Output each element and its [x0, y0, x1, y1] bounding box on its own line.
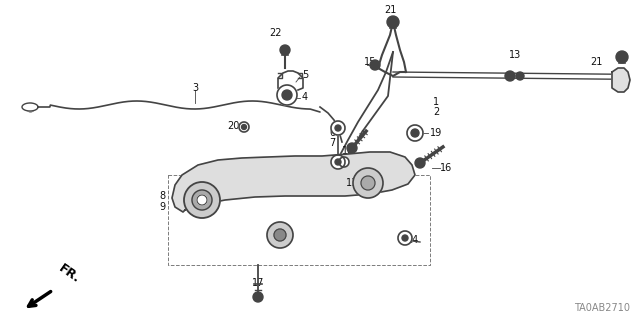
Circle shape — [331, 121, 345, 135]
Circle shape — [370, 60, 380, 70]
Text: 13: 13 — [509, 50, 521, 60]
Text: 21: 21 — [590, 57, 602, 67]
Text: 11: 11 — [346, 178, 358, 188]
Text: 16: 16 — [440, 163, 452, 173]
Circle shape — [387, 16, 399, 28]
Text: 4: 4 — [302, 92, 308, 102]
Circle shape — [402, 235, 408, 241]
Circle shape — [335, 125, 341, 131]
Polygon shape — [612, 68, 630, 92]
Text: 1: 1 — [433, 97, 439, 107]
Circle shape — [616, 51, 628, 63]
Polygon shape — [172, 152, 415, 212]
Circle shape — [274, 229, 286, 241]
Circle shape — [267, 222, 293, 248]
Circle shape — [361, 176, 375, 190]
Text: 10: 10 — [190, 191, 202, 201]
Circle shape — [192, 190, 212, 210]
Circle shape — [407, 125, 423, 141]
Text: 8: 8 — [159, 191, 165, 201]
Text: 18: 18 — [342, 146, 354, 156]
Circle shape — [335, 159, 341, 165]
Text: 7: 7 — [329, 138, 335, 148]
Circle shape — [505, 71, 515, 81]
Text: TA0AB2710: TA0AB2710 — [574, 303, 630, 313]
Text: 9: 9 — [159, 202, 165, 212]
Polygon shape — [22, 103, 38, 111]
Text: 21: 21 — [384, 5, 396, 15]
Circle shape — [331, 155, 345, 169]
Text: 3: 3 — [192, 83, 198, 93]
Text: 22: 22 — [269, 28, 281, 38]
Text: 14: 14 — [407, 235, 419, 245]
Text: 6: 6 — [329, 128, 335, 138]
Circle shape — [282, 90, 292, 100]
Text: 20: 20 — [227, 121, 239, 131]
Text: 2: 2 — [433, 107, 439, 117]
Text: 5: 5 — [302, 70, 308, 80]
Text: FR.: FR. — [56, 262, 83, 286]
Circle shape — [415, 158, 425, 168]
Text: 15: 15 — [364, 57, 376, 67]
Text: 12: 12 — [270, 231, 282, 241]
Text: 17: 17 — [252, 278, 264, 288]
Circle shape — [516, 72, 524, 80]
Circle shape — [280, 45, 290, 55]
Text: 19: 19 — [430, 128, 442, 138]
Circle shape — [197, 195, 207, 205]
Circle shape — [353, 168, 383, 198]
Circle shape — [241, 124, 246, 130]
Circle shape — [184, 182, 220, 218]
Circle shape — [398, 231, 412, 245]
Circle shape — [277, 85, 297, 105]
Circle shape — [339, 157, 349, 167]
Circle shape — [239, 122, 249, 132]
Circle shape — [253, 292, 263, 302]
Circle shape — [411, 129, 419, 137]
Circle shape — [347, 143, 357, 153]
